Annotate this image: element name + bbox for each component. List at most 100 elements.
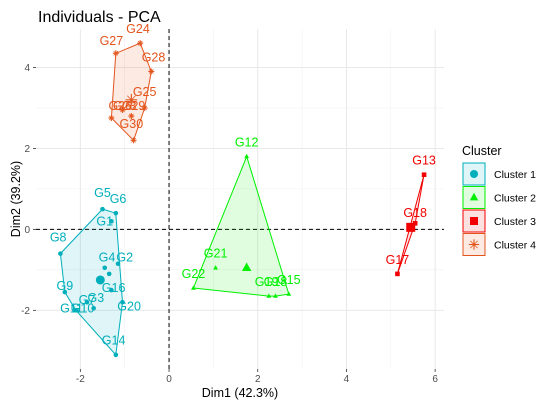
- point-g14: [113, 352, 119, 358]
- point-g29-d2: [128, 113, 134, 119]
- point-label-g5: G5: [94, 186, 111, 200]
- point-label-g17: G17: [386, 253, 410, 267]
- point-g23: [119, 106, 126, 113]
- legend-label: Cluster 2: [494, 193, 536, 205]
- point-labels: G27G24G28G25G23G29G26G30G12G21G22G19G18G…: [50, 22, 436, 348]
- legend-key-marker: [469, 192, 479, 201]
- point-g15: [286, 291, 292, 296]
- point-g27-d2: [113, 50, 119, 56]
- point-g29: [128, 113, 135, 120]
- point-label-g7: G7: [79, 293, 96, 307]
- x-tick-label: -2: [76, 374, 85, 385]
- x-axis-label: Dim1 (42.3%): [202, 386, 278, 400]
- point-label-g3: G3: [88, 291, 105, 305]
- point-label-g29: G29: [122, 99, 146, 113]
- point-g6: [113, 210, 119, 216]
- centroid-cluster-4: [125, 93, 138, 106]
- point-label-g12: G12: [235, 135, 259, 149]
- legend-item-cluster-1: Cluster 1: [462, 162, 536, 186]
- y-axis-label: Dim2 (39.2%): [9, 161, 23, 237]
- point-g26: [108, 115, 115, 122]
- point-g9: [62, 289, 68, 295]
- legend-key-marker: [470, 217, 478, 225]
- legend-key-marker: [468, 239, 480, 250]
- point-label-g30: G30: [120, 117, 144, 131]
- point-g20: [120, 299, 125, 305]
- legend-key-marker-d2: [470, 240, 478, 249]
- y-tick-label: 2: [24, 144, 30, 155]
- point-g17: [395, 271, 400, 277]
- point-label-g26: G26: [108, 99, 132, 113]
- point-g8: [58, 251, 63, 256]
- x-tick-label: 4: [344, 374, 350, 385]
- legend-label: Cluster 1: [494, 169, 536, 181]
- centroid-cluster-3: [406, 222, 416, 232]
- point-label-g20: G20: [117, 299, 141, 313]
- legend: Cluster Cluster 1 Cluster 2 Cluster 3 Cluste…: [462, 144, 536, 256]
- point-g21: [213, 265, 219, 270]
- legend-item-cluster-2: Cluster 2: [462, 186, 536, 209]
- centroid-cluster-2: [241, 262, 252, 272]
- y-tick-label: 4: [24, 63, 30, 74]
- point-label-g14: G14: [102, 334, 126, 348]
- point-label-g16: G16: [102, 281, 126, 295]
- point-g23-d2: [120, 107, 125, 113]
- point-label-g27: G27: [100, 34, 124, 48]
- point-label-g2: G2: [116, 251, 133, 265]
- point-g13: [421, 172, 427, 178]
- point-g3: [84, 299, 90, 305]
- point-label-g18: G18: [264, 275, 288, 289]
- point-g25: [141, 104, 148, 111]
- centroid-cluster-1: [95, 275, 105, 285]
- point-g22: [191, 285, 196, 290]
- point-g16: [109, 287, 114, 293]
- point-g24-d2: [137, 40, 143, 46]
- data-points: [58, 40, 427, 358]
- legend-key-marker: [470, 170, 478, 178]
- axis-ticks: -2 0 2 4 6 -2 0 2 4: [21, 63, 438, 385]
- x-tick-label: 2: [255, 374, 261, 385]
- cluster-hull-2: [192, 155, 290, 297]
- point-label-g23: G23: [113, 99, 137, 113]
- point-g7: [106, 271, 112, 277]
- point-g28-d2: [148, 69, 154, 74]
- point-label-g6: G6: [110, 192, 127, 206]
- point-label-g15: G15: [277, 273, 301, 287]
- point-g26-d2: [109, 115, 114, 121]
- point-g30-d2: [131, 137, 136, 143]
- point-label-g4: G4: [99, 251, 116, 265]
- centroid-cluster-4-d2: [126, 95, 136, 105]
- point-g24: [137, 40, 144, 47]
- point-g5: [100, 206, 105, 212]
- chart-title: Individuals - PCA: [38, 9, 161, 26]
- legend-item-cluster-4: Cluster 4: [462, 233, 536, 256]
- point-label-g8: G8: [50, 231, 67, 245]
- point-g2: [115, 261, 121, 267]
- point-g30: [130, 137, 137, 144]
- point-g4: [102, 265, 108, 271]
- legend-label: Cluster 4: [494, 240, 536, 252]
- point-g27: [112, 50, 119, 57]
- point-label-g18: G18: [403, 206, 427, 220]
- point-g25-d2: [142, 105, 148, 111]
- point-g19: [266, 293, 272, 298]
- x-tick-label: 6: [432, 374, 438, 385]
- point-label-g24: G24: [126, 22, 150, 36]
- point-g28: [148, 68, 155, 75]
- point-label-g11: G11: [60, 301, 83, 315]
- y-tick-label: -2: [21, 306, 30, 317]
- point-label-g21: G21: [204, 247, 228, 261]
- point-g11: [73, 308, 79, 313]
- point-label-g1: G1: [96, 214, 113, 228]
- plot-panel: [36, 29, 444, 369]
- x-tick-label: 0: [166, 374, 172, 385]
- legend-label: Cluster 3: [494, 216, 536, 228]
- point-label-g28: G28: [142, 50, 166, 64]
- point-label-g13: G13: [412, 154, 436, 168]
- point-g12: [244, 153, 250, 159]
- legend-item-cluster-3: Cluster 3: [462, 209, 536, 233]
- point-g10: [91, 305, 96, 311]
- legend-title: Cluster: [462, 144, 502, 158]
